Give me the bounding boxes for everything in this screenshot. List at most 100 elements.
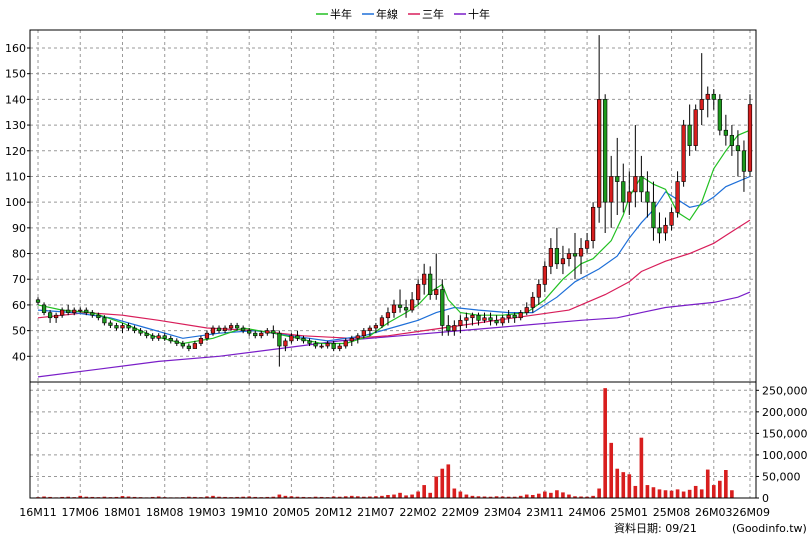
candle (78, 307, 83, 313)
candle-body (548, 248, 553, 267)
volume-bar (470, 495, 475, 498)
candle (723, 114, 728, 146)
candle (144, 330, 149, 339)
volume-bar (114, 496, 119, 498)
candle-body (488, 317, 493, 321)
candle-body (337, 345, 342, 349)
candle (204, 330, 210, 341)
candle (367, 325, 372, 336)
volume-bar (205, 496, 209, 498)
volume-tick-label: 50,000 (762, 470, 801, 483)
x-tick-label: 23M11 (526, 506, 564, 519)
volume-bar (355, 496, 360, 498)
candle (259, 330, 264, 339)
legend-label: 年線 (376, 7, 398, 21)
volume-bar (398, 492, 402, 498)
candle-body (542, 266, 547, 285)
candle-body (566, 253, 572, 259)
volume-bar (615, 468, 620, 498)
candle (566, 248, 572, 267)
candle (96, 312, 101, 321)
legend: 半年 年線 三年 十年 (316, 7, 490, 21)
volume-bar (416, 491, 420, 498)
candle (572, 232, 578, 280)
candle-body (452, 325, 457, 331)
candle-body (162, 335, 167, 339)
candle-body (385, 312, 391, 319)
candle (186, 343, 191, 352)
volume-bar (362, 496, 366, 498)
x-tick-label: 26M03 (695, 506, 733, 519)
volume-bar (422, 485, 426, 498)
volume-bar (633, 485, 638, 498)
candle (54, 312, 59, 323)
candle-body (373, 325, 379, 329)
volume-bar (193, 496, 197, 498)
price-tick-label: 150 (5, 68, 26, 81)
candle (711, 89, 716, 110)
candle-body (289, 335, 294, 342)
candle (663, 217, 668, 241)
volume-bar (223, 496, 227, 498)
candle (488, 312, 493, 326)
candle-body (150, 335, 155, 339)
candle-body (180, 343, 185, 347)
candle (319, 343, 324, 349)
volume-bar (718, 480, 722, 498)
price-tick-label: 160 (5, 42, 26, 55)
ma-half-year-line (37, 129, 751, 345)
candle-body (295, 335, 300, 339)
volume-bar (404, 495, 408, 498)
candle (156, 333, 161, 341)
volume-bar (301, 496, 306, 498)
candle (307, 338, 312, 347)
volume-bar (530, 494, 535, 498)
candle-body (741, 150, 747, 172)
x-tick-label: 20M12 (315, 506, 353, 519)
candle-body (639, 176, 644, 193)
candle-body (603, 99, 608, 203)
candle (506, 310, 511, 323)
volume-axis: 0 50,000 100,000 150,000 200,000 250,000 (756, 384, 808, 505)
volume-bar (428, 492, 433, 498)
volume-bar (488, 496, 493, 498)
x-tick-label: 17M06 (62, 506, 100, 519)
volume-bar (42, 496, 46, 498)
candle-body (657, 227, 662, 234)
volume-bar (543, 491, 547, 498)
candle-body (259, 332, 264, 337)
candle-body (536, 284, 541, 298)
legend-item: 年線 (362, 7, 398, 21)
volume-bar (343, 496, 348, 498)
candle-body (132, 327, 137, 331)
candle (90, 310, 95, 318)
x-tick-label: 21M07 (357, 506, 395, 519)
candle-body (597, 99, 602, 208)
volume-bar (645, 485, 650, 498)
candle-body (578, 248, 584, 257)
candle-body (319, 345, 324, 348)
volume-bar (126, 496, 131, 498)
candle-body (681, 124, 686, 182)
candle (741, 140, 747, 192)
candle (657, 212, 662, 244)
candle (349, 335, 354, 347)
candle (615, 137, 620, 215)
volume-bar (657, 489, 662, 498)
candle-body (458, 320, 463, 326)
volume-bar (681, 491, 686, 498)
candle (590, 202, 596, 249)
candle-body (60, 309, 65, 316)
x-tick-label: 22M02 (399, 506, 437, 519)
legend-item: 十年 (454, 7, 490, 21)
price-tick-label: 140 (5, 93, 26, 106)
candle-body (301, 338, 306, 342)
candle (434, 253, 439, 300)
candle-body (428, 273, 433, 295)
volume-bar (48, 496, 52, 498)
candle-body (440, 289, 445, 326)
legend-label: 半年 (330, 7, 352, 21)
volume-bar (573, 496, 577, 498)
footer-source: (Goodinfo.tw) (732, 522, 807, 535)
candle (331, 340, 336, 352)
